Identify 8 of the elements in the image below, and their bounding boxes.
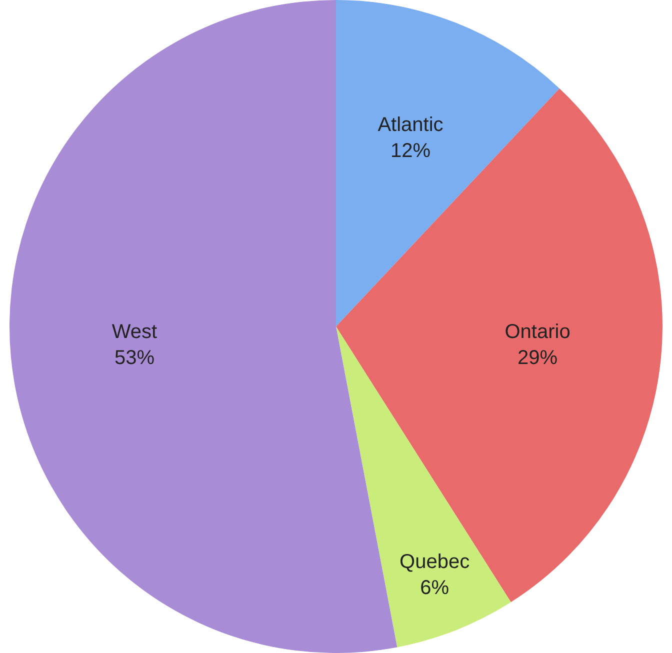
data-label: 6% bbox=[420, 576, 450, 599]
slice-label: Quebec bbox=[400, 550, 470, 573]
slice-label: Atlantic bbox=[378, 114, 444, 136]
slice-label: West bbox=[112, 321, 158, 344]
data-label: 53% bbox=[114, 347, 155, 370]
data-label: 12% bbox=[390, 140, 431, 162]
data-label: 29% bbox=[518, 347, 558, 370]
slice-label: Ontario bbox=[504, 321, 570, 344]
